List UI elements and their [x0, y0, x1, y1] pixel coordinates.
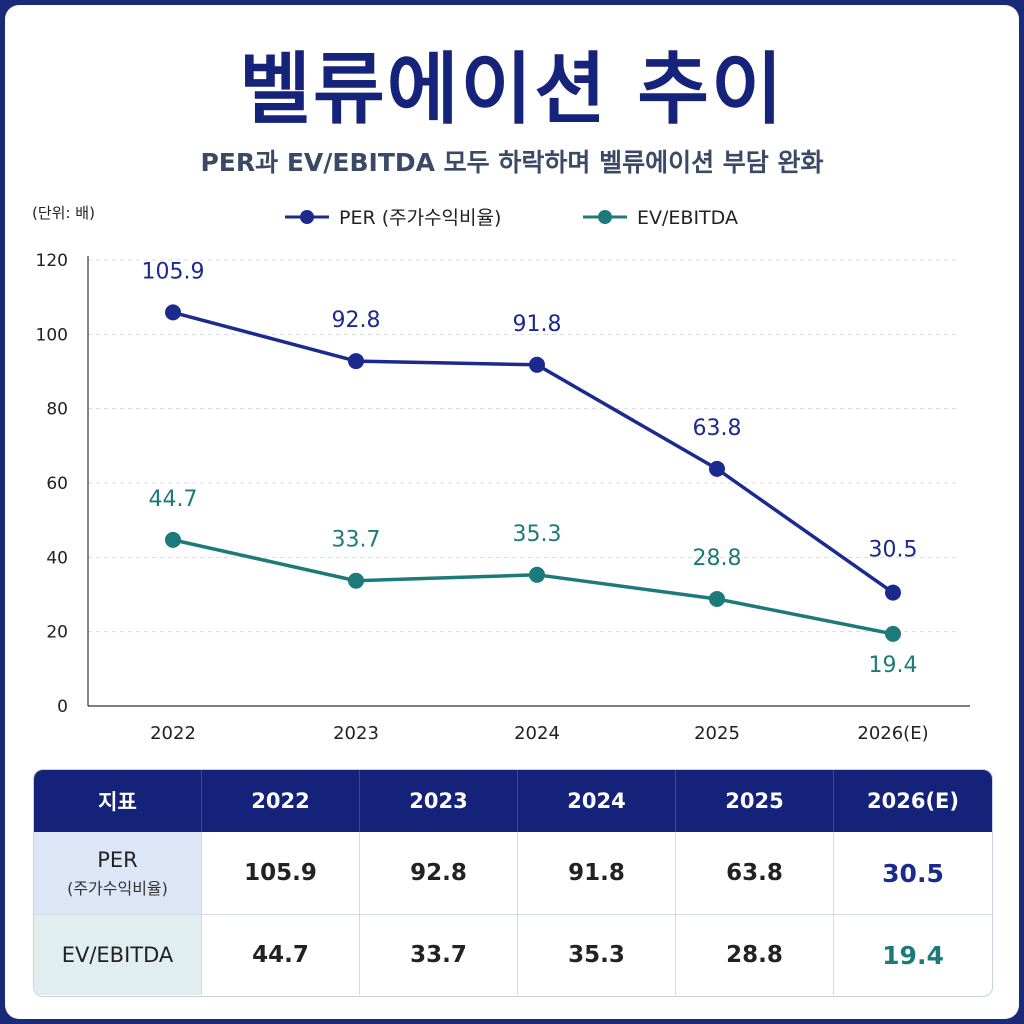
table-header-cell: 2026(E): [867, 789, 959, 813]
row-label: PER: [97, 847, 138, 872]
page-title: 벨류에이션 추이: [239, 45, 785, 135]
y-axis-ticks: 0 20 40 60 80 100 120: [36, 251, 68, 717]
data-label: 28.8: [693, 546, 742, 571]
x-tick-label: 2022: [150, 723, 196, 744]
data-point: [529, 566, 545, 583]
table-cell: 91.8: [518, 832, 676, 914]
series-line: [172, 310, 895, 595]
series-0: 105.9 92.8 91.8 63.8 30.5: [142, 259, 918, 601]
row-label: EV/EBITDA: [61, 943, 174, 967]
data-label: 91.8: [513, 312, 562, 337]
row-sublabel: (주가수익비율): [67, 878, 168, 898]
data-label: 35.3: [513, 522, 562, 547]
data-point: [165, 304, 181, 321]
legend: PER (주가수익비율) EV/EBITDA: [285, 207, 738, 229]
y-tick-label: 40: [46, 548, 68, 568]
table-cell: 105.9: [202, 832, 360, 914]
grid: [88, 259, 960, 633]
data-point: [529, 356, 545, 373]
x-axis-ticks: 2022 2023 2024 2025 2026(E): [150, 723, 929, 744]
valuation-card: 벨류에이션 추이 PER과 EV/EBITDA 모두 하락하며 벨류에이션 부담…: [5, 5, 1019, 1019]
x-tick-label: 2026(E): [857, 723, 928, 744]
cell-value-highlight: 30.5: [882, 858, 944, 888]
y-tick-label: 60: [46, 474, 68, 494]
cell-value-highlight: 19.4: [882, 940, 944, 970]
table-header-cell: 지표: [34, 770, 202, 832]
cell-value: 35.3: [568, 942, 625, 968]
x-tick-label: 2025: [694, 723, 740, 744]
data-label: 33.7: [332, 528, 381, 553]
data-label: 44.7: [149, 487, 198, 512]
row-label-cell: EV/EBITDA: [34, 915, 202, 995]
table-cell: 28.8: [676, 915, 834, 995]
series-group: 105.9 92.8 91.8 63.8 30.5 44.7 33.7 35.3 28.8 19.…: [142, 259, 918, 677]
data-point: [885, 625, 901, 642]
table-cell: 92.8: [360, 832, 518, 914]
legend-swatch-marker: [598, 210, 612, 224]
legend-label: EV/EBITDA: [637, 207, 738, 229]
table-header-cell: 2023: [360, 770, 518, 832]
data-label: 19.4: [869, 653, 918, 678]
cell-value: 44.7: [252, 942, 309, 968]
unit-label: (단위: 배): [32, 204, 95, 222]
y-tick-label: 20: [46, 623, 68, 643]
legend-swatch-marker: [300, 210, 314, 224]
cell-value: 63.8: [726, 860, 783, 886]
cell-value: 92.8: [410, 860, 467, 886]
table-header-cell: 2025: [676, 770, 834, 832]
y-tick-label: 120: [36, 251, 68, 271]
data-point: [348, 572, 364, 589]
cell-value: 91.8: [568, 860, 625, 886]
cell-value: 28.8: [726, 942, 783, 968]
table-header-cell: 2022: [202, 770, 360, 832]
data-label: 63.8: [693, 416, 742, 441]
data-point: [709, 590, 725, 607]
axes: [87, 256, 970, 707]
data-point: [348, 353, 364, 370]
y-tick-label: 0: [57, 697, 68, 717]
data-table: 지표 2022 2023 2024 2025 2026(E) PER (주가수익…: [33, 769, 993, 997]
table-row-ev-ebitda: EV/EBITDA 44.7 33.7 35.3 28.8 19.4: [34, 915, 992, 995]
row-label-cell: PER (주가수익비율): [34, 832, 202, 914]
cell-value: 33.7: [410, 942, 467, 968]
data-label: 92.8: [332, 308, 381, 333]
data-point: [885, 584, 901, 601]
data-label: 30.5: [869, 538, 918, 563]
table-cell: 44.7: [202, 915, 360, 995]
table-cell: 30.5: [834, 832, 992, 914]
table-header-row: 지표 2022 2023 2024 2025 2026(E): [34, 770, 992, 832]
x-tick-label: 2023: [333, 723, 379, 744]
table-cell: 63.8: [676, 832, 834, 914]
y-tick-label: 80: [46, 400, 68, 420]
y-tick-label: 100: [36, 325, 68, 345]
table-cell: 33.7: [360, 915, 518, 995]
table-row-per: PER (주가수익비율) 105.9 92.8 91.8 63.8 30.5: [34, 832, 992, 915]
page-subtitle: PER과 EV/EBITDA 모두 하락하며 벨류에이션 부담 완화: [200, 148, 824, 177]
table-cell: 35.3: [518, 915, 676, 995]
data-label: 105.9: [142, 259, 205, 284]
series-1: 44.7 33.7 35.3 28.8 19.4: [149, 487, 918, 678]
table-header-cell: 2024: [518, 770, 676, 832]
line-chart: (단위: 배) PER (주가수익비율) EV/EBITDA 0 20 40 60 80 1…: [32, 204, 970, 744]
cell-value: 105.9: [244, 860, 317, 886]
data-point: [165, 531, 181, 548]
x-tick-label: 2024: [514, 723, 560, 744]
table-cell: 19.4: [834, 915, 992, 995]
series-line: [172, 538, 894, 636]
data-point: [709, 460, 725, 477]
legend-label: PER (주가수익비율): [339, 207, 501, 229]
